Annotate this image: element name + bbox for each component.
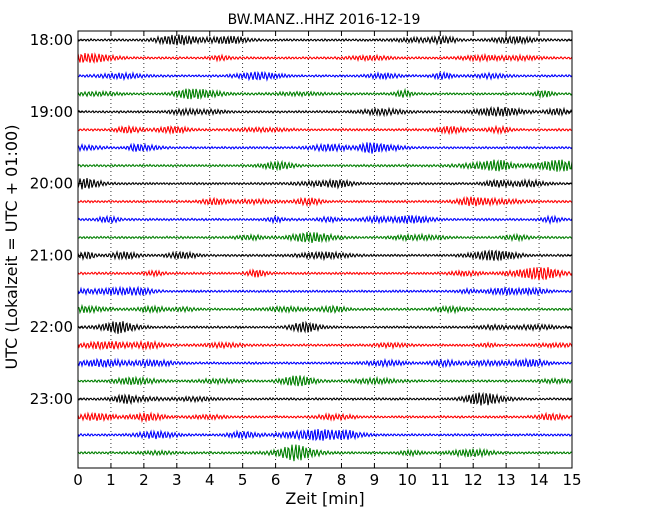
trace-2045 bbox=[77, 232, 573, 244]
trace-1815 bbox=[77, 52, 573, 64]
x-tick-label: 3 bbox=[172, 471, 182, 489]
x-tick-label: 10 bbox=[398, 471, 417, 489]
trace-2345 bbox=[77, 444, 573, 462]
trace-2145 bbox=[77, 303, 573, 315]
x-tick-label: 4 bbox=[205, 471, 215, 489]
trace-2200 bbox=[77, 320, 573, 334]
x-axis-label: Zeit [min] bbox=[285, 489, 364, 508]
trace-2245 bbox=[77, 375, 573, 387]
x-axis-ticks: 0 1 2 3 4 5 6 7 8 9 10 11 12 13 14 15 bbox=[73, 31, 582, 489]
x-tick-label: 5 bbox=[238, 471, 248, 489]
chart-title: BW.MANZ..HHZ 2016-12-19 bbox=[228, 12, 421, 28]
y-tick-label: 23:00 bbox=[30, 390, 73, 408]
trace-2015 bbox=[77, 196, 573, 208]
trace-2115 bbox=[77, 267, 573, 281]
trace-1915 bbox=[77, 124, 573, 136]
trace-2130 bbox=[77, 285, 573, 297]
trace-2000 bbox=[77, 177, 573, 190]
x-tick-label: 1 bbox=[106, 471, 116, 489]
trace-2315 bbox=[77, 411, 573, 423]
y-tick-label: 22:00 bbox=[30, 318, 73, 336]
plot-frame bbox=[77, 30, 573, 469]
x-tick-label: 14 bbox=[530, 471, 549, 489]
trace-2330 bbox=[77, 428, 573, 442]
x-tick-label: 0 bbox=[73, 471, 83, 489]
x-tick-label: 15 bbox=[562, 471, 581, 489]
y-axis-label: UTC (Lokalzeit = UTC + 01:00) bbox=[2, 125, 21, 370]
x-tick-label: 6 bbox=[271, 471, 281, 489]
trace-2030 bbox=[77, 214, 573, 226]
trace-2215 bbox=[77, 339, 573, 351]
y-tick-label: 21:00 bbox=[30, 246, 73, 264]
trace-1945 bbox=[77, 159, 573, 173]
x-tick-label: 8 bbox=[337, 471, 347, 489]
trace-2300 bbox=[77, 391, 573, 406]
x-tick-label: 12 bbox=[464, 471, 483, 489]
trace-1900 bbox=[77, 105, 573, 118]
trace-1830 bbox=[77, 70, 573, 82]
y-tick-label: 19:00 bbox=[30, 103, 73, 121]
trace-1845 bbox=[77, 87, 573, 101]
x-tick-label: 9 bbox=[370, 471, 380, 489]
trace-1800 bbox=[77, 34, 573, 46]
trace-1930 bbox=[77, 141, 573, 154]
trace-2230 bbox=[77, 357, 573, 369]
x-tick-label: 13 bbox=[497, 471, 516, 489]
grid-lines bbox=[110, 31, 540, 468]
x-tick-label: 7 bbox=[304, 471, 314, 489]
x-tick-label: 2 bbox=[139, 471, 149, 489]
trace-2100 bbox=[77, 249, 573, 262]
y-axis-ticks: 18:00 19:00 20:00 21:00 22:00 23:00 bbox=[30, 31, 572, 408]
x-tick-label: 11 bbox=[431, 471, 450, 489]
seismogram-traces bbox=[77, 34, 573, 462]
y-tick-label: 20:00 bbox=[30, 175, 73, 193]
y-tick-label: 18:00 bbox=[30, 31, 73, 49]
